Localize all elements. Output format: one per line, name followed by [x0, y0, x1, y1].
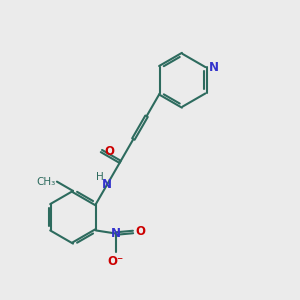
Text: CH₃: CH₃ — [36, 177, 56, 187]
Text: N: N — [208, 61, 218, 74]
Text: N: N — [102, 178, 112, 191]
Text: O: O — [104, 145, 114, 158]
Text: N: N — [111, 227, 121, 240]
Text: O: O — [136, 226, 146, 238]
Text: O⁻: O⁻ — [108, 255, 124, 268]
Text: H: H — [96, 172, 104, 182]
